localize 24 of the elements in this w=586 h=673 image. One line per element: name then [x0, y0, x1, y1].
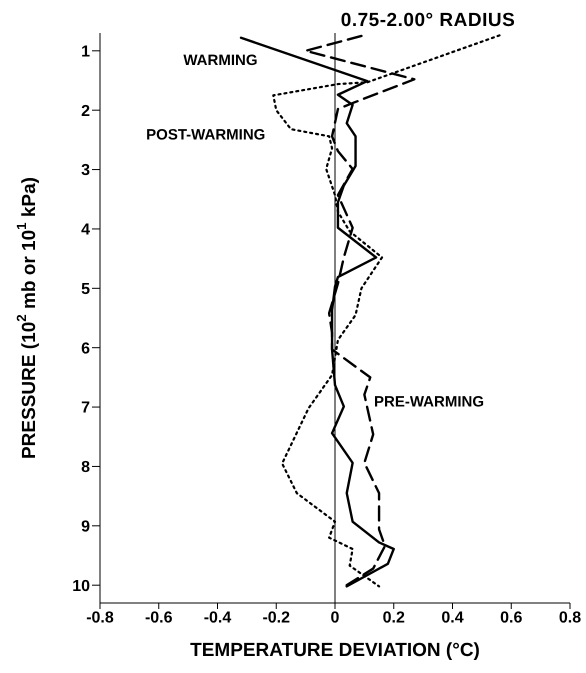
y-tick-label: 5: [81, 280, 90, 298]
x-tick-label: -0.6: [144, 609, 173, 626]
x-tick-label: 0.2: [382, 609, 405, 626]
x-axis-title: TEMPERATURE DEVIATION (°C): [190, 640, 480, 661]
x-tick-label: 0.6: [500, 609, 522, 626]
series-label: WARMING: [183, 52, 258, 70]
x-tick-label: -0.2: [262, 609, 290, 626]
x-tick-label: -0.8: [86, 609, 114, 626]
y-tick-label: 3: [81, 162, 90, 180]
x-tick-label: 0: [330, 609, 340, 626]
y-tick-label: 10: [72, 578, 90, 595]
x-tick-label: 0.4: [441, 609, 464, 626]
series-label: PRE-WARMING: [374, 393, 484, 410]
chart-title: 0.75-2.00° RADIUS: [340, 10, 516, 32]
y-tick-label: 7: [81, 400, 90, 417]
y-tick-label: 6: [81, 340, 90, 358]
y-tick-label: 2: [81, 102, 90, 120]
y-tick-label: 4: [81, 222, 90, 239]
y-tick-label: 1: [81, 43, 90, 60]
y-tick-label: 8: [81, 459, 90, 476]
y-tick-label: 9: [81, 518, 90, 536]
x-tick-label: -0.4: [204, 609, 232, 626]
x-tick-label: 0.8: [558, 609, 582, 626]
series-label: POST-WARMING: [146, 126, 266, 144]
